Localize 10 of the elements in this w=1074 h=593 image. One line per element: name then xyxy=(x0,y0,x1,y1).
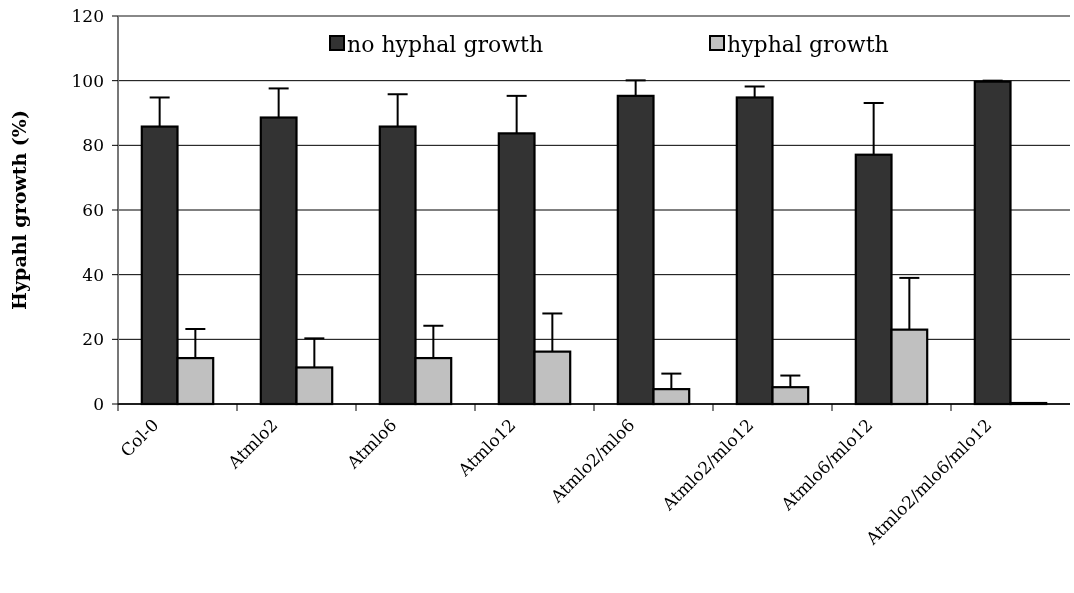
y-tick-label: 100 xyxy=(71,70,104,91)
y-tick-label: 40 xyxy=(82,264,104,285)
y-tick-label: 120 xyxy=(71,5,104,26)
y-tick-label: 60 xyxy=(82,199,104,220)
y-tick-label: 0 xyxy=(93,393,104,414)
legend-label: hyphal growth xyxy=(727,31,889,57)
y-axis-title: Hypahl growth (%) xyxy=(8,110,30,310)
y-tick-label: 80 xyxy=(82,135,104,156)
legend-label: no hyphal growth xyxy=(347,31,544,57)
y-tick-label: 20 xyxy=(82,329,104,350)
